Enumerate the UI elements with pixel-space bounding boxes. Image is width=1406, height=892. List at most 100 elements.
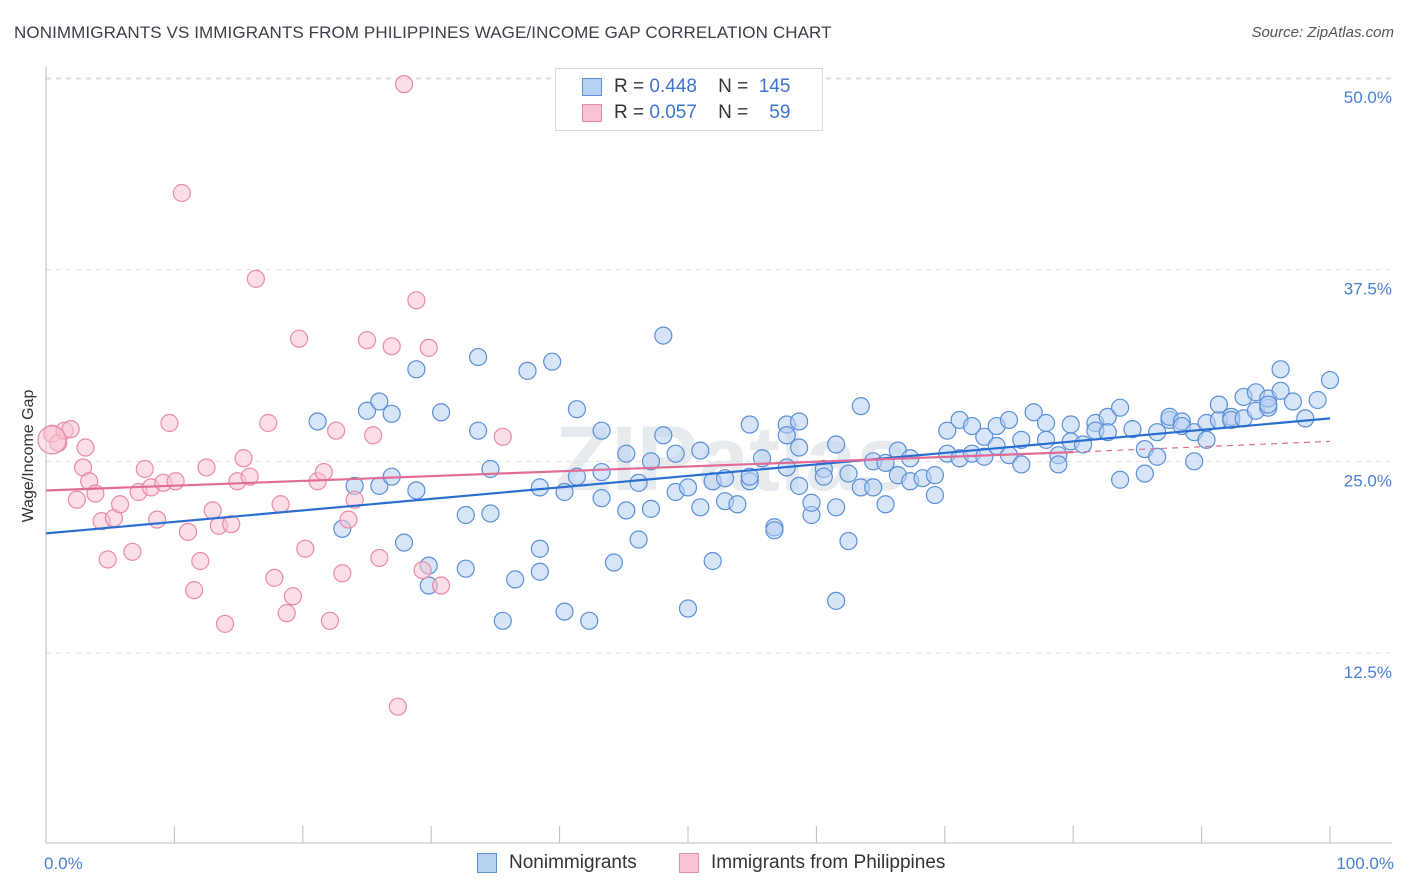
legend-n-label: N = <box>718 76 749 97</box>
watermark: ZIPatlas <box>555 408 908 510</box>
data-point-nonimmigrants <box>641 499 661 518</box>
data-point-nonimmigrants <box>481 504 500 523</box>
data-point-philippines <box>67 490 86 509</box>
data-point-nonimmigrants <box>308 412 327 431</box>
data-point-nonimmigrants <box>975 427 994 446</box>
data-point-nonimmigrants <box>839 464 858 483</box>
data-point-philippines <box>172 183 191 203</box>
data-point-nonimmigrants <box>678 478 698 497</box>
data-point-philippines <box>394 75 414 94</box>
data-point-nonimmigrants <box>469 347 488 367</box>
data-point-nonimmigrants <box>1111 398 1130 417</box>
data-point-nonimmigrants <box>925 466 945 485</box>
data-point-nonimmigrants <box>790 438 809 457</box>
data-point-nonimmigrants <box>728 495 747 514</box>
data-point-philippines <box>413 561 432 580</box>
data-point-nonimmigrants <box>1283 392 1303 411</box>
data-point-nonimmigrants <box>407 360 426 379</box>
data-point-philippines <box>185 581 204 600</box>
data-point-philippines <box>191 551 210 571</box>
data-point-nonimmigrants <box>827 591 846 610</box>
trend-line-nonimmigrants <box>45 417 1331 535</box>
data-point-nonimmigrants <box>493 611 512 630</box>
data-point-philippines <box>431 576 451 595</box>
legend-n-value: 59 <box>769 102 791 123</box>
data-point-philippines <box>178 522 198 541</box>
data-point-philippines <box>388 697 407 716</box>
data-point-nonimmigrants <box>641 452 661 471</box>
data-point-nonimmigrants <box>382 404 401 423</box>
data-point-nonimmigrants <box>1012 455 1031 474</box>
data-point-philippines <box>240 467 259 486</box>
data-point-nonimmigrants <box>456 505 475 525</box>
data-point-nonimmigrants <box>740 415 759 434</box>
data-point-nonimmigrants <box>1123 420 1142 439</box>
data-point-philippines <box>419 338 438 357</box>
legend-r-label: R = <box>614 102 645 123</box>
data-point-nonimmigrants <box>814 467 833 486</box>
data-point-nonimmigrants <box>691 441 710 460</box>
data-point-philippines <box>320 611 340 630</box>
legend-r-value: 0.448 <box>649 76 697 97</box>
data-point-philippines <box>160 413 179 433</box>
data-point-nonimmigrants <box>1320 370 1340 390</box>
data-point-philippines <box>37 425 67 455</box>
y-tick-label: 12.5% <box>1344 663 1392 682</box>
data-point-philippines <box>234 449 253 468</box>
data-point-nonimmigrants <box>839 531 858 551</box>
data-point-nonimmigrants <box>456 559 475 578</box>
legend-r-value: 0.057 <box>649 102 697 123</box>
data-point-nonimmigrants <box>543 352 562 371</box>
data-point-nonimmigrants <box>654 326 673 345</box>
data-point-nonimmigrants <box>790 412 809 431</box>
data-point-philippines <box>271 495 290 514</box>
data-point-nonimmigrants <box>1308 390 1327 410</box>
data-point-philippines <box>327 421 346 440</box>
y-tick-label: 25.0% <box>1344 471 1392 490</box>
data-point-philippines <box>345 490 364 509</box>
data-point-nonimmigrants <box>580 611 599 630</box>
x-tick-label: 100.0% <box>1336 854 1394 873</box>
source-label: Source: ZipAtlas.com <box>1251 24 1394 41</box>
data-point-nonimmigrants <box>506 570 525 589</box>
stats-legend: R = 0.448 N = 145 R = 0.057 N = 59 <box>555 68 823 131</box>
data-point-nonimmigrants <box>1259 395 1278 414</box>
data-point-nonimmigrants <box>1271 381 1290 400</box>
data-point-nonimmigrants <box>864 478 883 497</box>
data-point-nonimmigrants <box>1271 360 1290 379</box>
data-point-philippines <box>370 548 389 568</box>
data-point-philippines <box>166 472 185 491</box>
legend-swatch-blue <box>582 78 602 96</box>
data-point-nonimmigrants <box>1012 430 1031 449</box>
data-point-nonimmigrants <box>530 539 549 558</box>
data-point-philippines <box>148 510 167 529</box>
data-point-nonimmigrants <box>1061 415 1080 434</box>
data-point-nonimmigrants <box>431 403 451 422</box>
data-point-philippines <box>357 331 377 350</box>
data-point-philippines <box>203 501 222 520</box>
data-point-philippines <box>283 587 303 606</box>
data-point-nonimmigrants <box>629 530 648 549</box>
data-point-nonimmigrants <box>777 426 796 445</box>
legend-n-label: N = <box>718 102 749 123</box>
data-point-nonimmigrants <box>678 599 698 618</box>
data-point-philippines <box>296 539 315 558</box>
trend-extension-philippines <box>1073 440 1331 453</box>
legend-swatch-pink <box>582 104 602 122</box>
data-point-philippines <box>76 438 95 457</box>
y-tick-label: 50.0% <box>1344 88 1392 107</box>
data-point-nonimmigrants <box>827 498 846 517</box>
data-point-nonimmigrants <box>1296 409 1315 428</box>
legend-row-nonimmigrants: R = 0.448 N = 145 <box>582 75 790 99</box>
data-point-nonimmigrants <box>1111 470 1130 489</box>
data-point-nonimmigrants <box>962 416 982 436</box>
y-tick-label: 37.5% <box>1344 280 1392 299</box>
data-point-nonimmigrants <box>394 533 414 552</box>
bottom-legend-nonimmigrants: Nonimmigrants <box>477 852 637 874</box>
data-point-philippines <box>407 291 426 310</box>
data-point-nonimmigrants <box>530 562 549 581</box>
data-point-nonimmigrants <box>530 478 549 497</box>
data-point-nonimmigrants <box>790 476 809 495</box>
y-axis-label: Wage/Income Gap <box>20 390 37 523</box>
